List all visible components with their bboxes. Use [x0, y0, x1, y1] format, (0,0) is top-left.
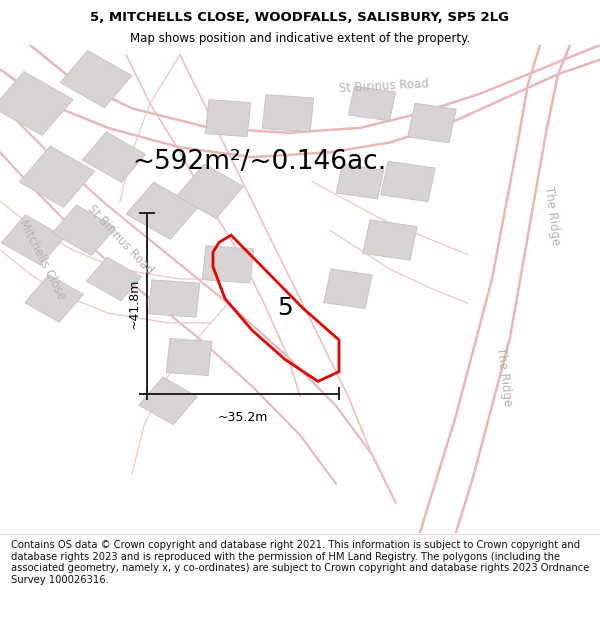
Bar	[323, 269, 373, 309]
Bar	[139, 377, 197, 424]
Text: The Ridge: The Ridge	[542, 185, 562, 246]
Bar	[25, 275, 83, 322]
Text: Mitchells Close: Mitchells Close	[16, 217, 68, 302]
Bar	[19, 146, 95, 207]
Text: ~592m²/~0.146ac.: ~592m²/~0.146ac.	[132, 149, 386, 175]
Bar	[60, 51, 132, 108]
Text: ~41.8m: ~41.8m	[127, 278, 140, 329]
Bar	[82, 132, 146, 182]
Bar	[348, 86, 396, 121]
Bar	[0, 71, 73, 136]
Bar	[407, 103, 457, 142]
Bar	[262, 94, 314, 132]
Bar	[205, 99, 251, 137]
Bar	[126, 182, 198, 239]
Bar	[202, 246, 254, 283]
Text: Contains OS data © Crown copyright and database right 2021. This information is : Contains OS data © Crown copyright and d…	[11, 540, 589, 585]
Bar	[166, 339, 212, 376]
Text: Map shows position and indicative extent of the property.: Map shows position and indicative extent…	[130, 32, 470, 46]
Bar	[176, 164, 244, 218]
Bar	[336, 164, 384, 199]
Text: St Birinus Road: St Birinus Road	[338, 78, 430, 95]
Bar	[148, 280, 200, 318]
Bar	[363, 220, 417, 260]
Bar	[52, 205, 116, 256]
Bar	[1, 215, 65, 265]
Text: ~35.2m: ~35.2m	[218, 411, 268, 424]
Bar	[381, 161, 435, 202]
Bar	[86, 258, 142, 301]
Text: 5: 5	[278, 296, 293, 320]
Text: The Ridge: The Ridge	[494, 346, 514, 407]
Text: 5, MITCHELLS CLOSE, WOODFALLS, SALISBURY, SP5 2LG: 5, MITCHELLS CLOSE, WOODFALLS, SALISBURY…	[91, 11, 509, 24]
Text: St Birinus Road: St Birinus Road	[85, 202, 155, 278]
